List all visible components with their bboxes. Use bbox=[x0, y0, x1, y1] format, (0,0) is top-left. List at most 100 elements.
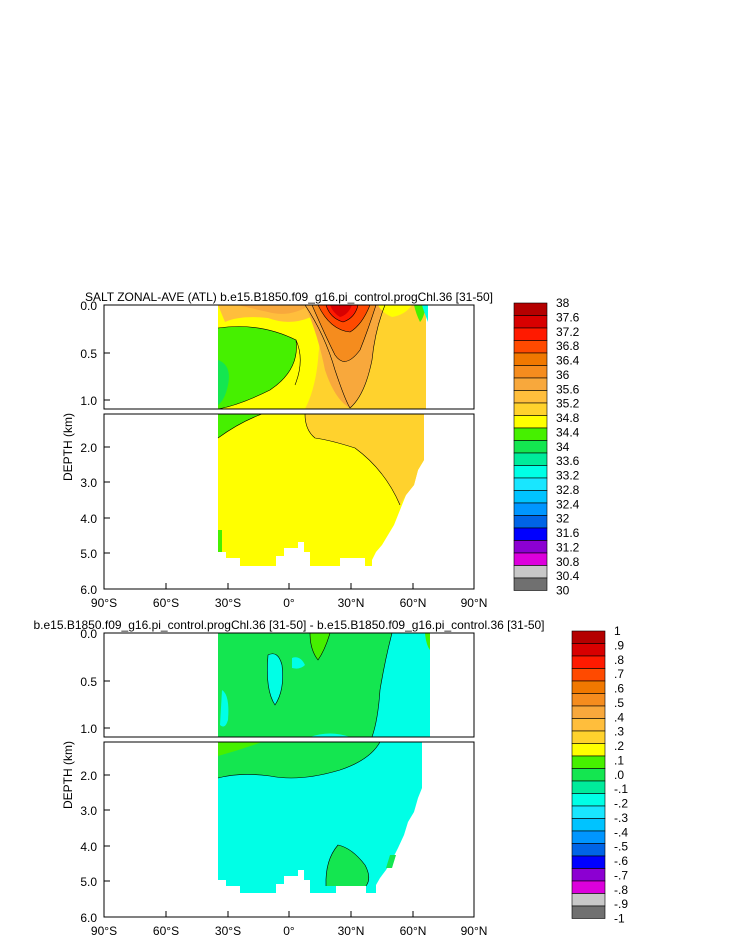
colorbar-swatch bbox=[513, 577, 548, 591]
colorbar-label: 31.6 bbox=[556, 526, 580, 540]
colorbar-swatch bbox=[571, 780, 606, 794]
panel-1-upper-field bbox=[217, 305, 428, 409]
colorbar-swatch bbox=[513, 452, 548, 466]
colorbar-label: 34.8 bbox=[556, 411, 580, 425]
colorbar-label: .9 bbox=[614, 638, 624, 652]
colorbar-label: 38 bbox=[556, 296, 570, 310]
colorbar-swatch bbox=[513, 565, 548, 579]
colorbar-label: 36.8 bbox=[556, 339, 580, 353]
x-tick-label: 0° bbox=[283, 924, 295, 938]
colorbar-label: 32.8 bbox=[556, 483, 580, 497]
colorbar-swatch bbox=[571, 793, 606, 807]
colorbar-swatch bbox=[513, 377, 548, 391]
colorbar-swatch bbox=[513, 327, 548, 341]
colorbar-label: -.9 bbox=[614, 897, 628, 911]
colorbar-label: .6 bbox=[614, 682, 624, 696]
colorbar-swatch bbox=[571, 880, 606, 894]
panel-2-upper-frame bbox=[103, 632, 475, 738]
colorbar-swatch bbox=[571, 843, 606, 857]
colorbar-swatch bbox=[513, 490, 548, 504]
colorbar-swatch bbox=[571, 868, 606, 882]
colorbar-swatch bbox=[513, 315, 548, 329]
colorbar-label: -.2 bbox=[614, 797, 628, 811]
x-tick-label: 60°S bbox=[153, 924, 179, 938]
panel-salinity: SALT ZONAL-AVE (ATL) b.e15.B1850.f09_g16… bbox=[61, 290, 580, 610]
colorbar-swatch bbox=[513, 402, 548, 416]
colorbar-swatch bbox=[571, 730, 606, 744]
panel-1-colorbar: 3837.637.236.836.43635.635.234.834.43433… bbox=[513, 296, 580, 598]
colorbar-swatch bbox=[513, 552, 548, 566]
panel-1-lower-field bbox=[217, 414, 424, 566]
panel-1-title: SALT ZONAL-AVE (ATL) b.e15.B1850.f09_g16… bbox=[85, 290, 493, 304]
colorbar-label: .2 bbox=[614, 739, 624, 753]
panel-2-title: b.e15.B1850.f09_g16.pi_control.progChl.3… bbox=[33, 618, 544, 632]
colorbar-label: 32.4 bbox=[556, 497, 580, 511]
y-tick-label: 6.0 bbox=[80, 583, 97, 597]
y-tick-label: 0.5 bbox=[80, 675, 97, 689]
y-tick-label: 3.0 bbox=[80, 804, 97, 818]
colorbar-label: 33.6 bbox=[556, 454, 580, 468]
x-tick-label: 0° bbox=[283, 596, 295, 610]
colorbar-swatch bbox=[513, 415, 548, 429]
colorbar-swatch bbox=[513, 515, 548, 529]
y-tick-label: 4.0 bbox=[80, 512, 97, 526]
x-tick-label: 60°N bbox=[400, 596, 427, 610]
colorbar-swatch bbox=[571, 855, 606, 869]
colorbar-label: 37.2 bbox=[556, 325, 580, 339]
colorbar-swatch bbox=[571, 668, 606, 682]
colorbar-swatch bbox=[513, 465, 548, 479]
colorbar-swatch bbox=[571, 718, 606, 732]
colorbar-swatch bbox=[571, 643, 606, 657]
panel-2-upper-field bbox=[218, 633, 430, 737]
colorbar-label: 30 bbox=[556, 584, 570, 598]
panel-2-lower-field bbox=[217, 742, 422, 893]
y-tick-label: 2.0 bbox=[80, 769, 97, 783]
colorbar-label: -.5 bbox=[614, 840, 628, 854]
colorbar-swatch bbox=[513, 527, 548, 541]
colorbar-swatch bbox=[571, 755, 606, 769]
colorbar-label: 1 bbox=[614, 624, 621, 638]
colorbar-swatch bbox=[513, 440, 548, 454]
panel-difference: b.e15.B1850.f09_g16.pi_control.progChl.3… bbox=[33, 618, 628, 938]
colorbar-swatch bbox=[513, 502, 548, 516]
colorbar-label: 31.2 bbox=[556, 540, 580, 554]
x-tick-label: 30°S bbox=[215, 596, 241, 610]
colorbar-label: -.4 bbox=[614, 825, 628, 839]
x-tick-label: 60°N bbox=[400, 924, 427, 938]
colorbar-label: .7 bbox=[614, 667, 624, 681]
colorbar-swatch bbox=[571, 630, 606, 644]
colorbar-label: .8 bbox=[614, 653, 624, 667]
colorbar-swatch bbox=[571, 805, 606, 819]
x-tick-label: 30°N bbox=[338, 596, 365, 610]
y-axis-label: DEPTH (km) bbox=[61, 413, 75, 481]
colorbar-swatch bbox=[571, 693, 606, 707]
y-tick-label: 5.0 bbox=[80, 875, 97, 889]
colorbar-label: -.3 bbox=[614, 811, 628, 825]
y-tick-label: 1.0 bbox=[80, 722, 97, 736]
colorbar-label: .1 bbox=[614, 753, 624, 767]
colorbar-swatch bbox=[571, 680, 606, 694]
y-tick-label: 6.0 bbox=[80, 911, 97, 925]
colorbar-label: 30.8 bbox=[556, 555, 580, 569]
panel-2-colorbar: 1.9.8.7.6.5.4.3.2.1.0-.1-.2-.3-.4-.5-.6-… bbox=[571, 624, 628, 926]
colorbar-swatch bbox=[513, 302, 548, 316]
x-tick-label: 60°S bbox=[153, 596, 179, 610]
colorbar-label: .0 bbox=[614, 768, 624, 782]
y-tick-label: 0.0 bbox=[80, 627, 97, 641]
y-tick-label: 3.0 bbox=[80, 476, 97, 490]
colorbar-swatch bbox=[513, 340, 548, 354]
x-tick-label: 30°S bbox=[215, 924, 241, 938]
x-tick-label: 90°N bbox=[461, 596, 488, 610]
colorbar-label: 35.2 bbox=[556, 397, 580, 411]
colorbar-swatch bbox=[571, 830, 606, 844]
x-tick-label: 90°S bbox=[91, 924, 117, 938]
colorbar-label: 35.6 bbox=[556, 382, 580, 396]
x-tick-label: 90°S bbox=[91, 596, 117, 610]
colorbar-label: 37.6 bbox=[556, 310, 580, 324]
colorbar-label: .5 bbox=[614, 696, 624, 710]
colorbar-label: -.6 bbox=[614, 854, 628, 868]
x-tick-label: 30°N bbox=[338, 924, 365, 938]
colorbar-swatch bbox=[571, 768, 606, 782]
panel-2-x-axis: 90°S 60°S 30°S 0° 30°N 60°N 90°N bbox=[91, 911, 487, 938]
